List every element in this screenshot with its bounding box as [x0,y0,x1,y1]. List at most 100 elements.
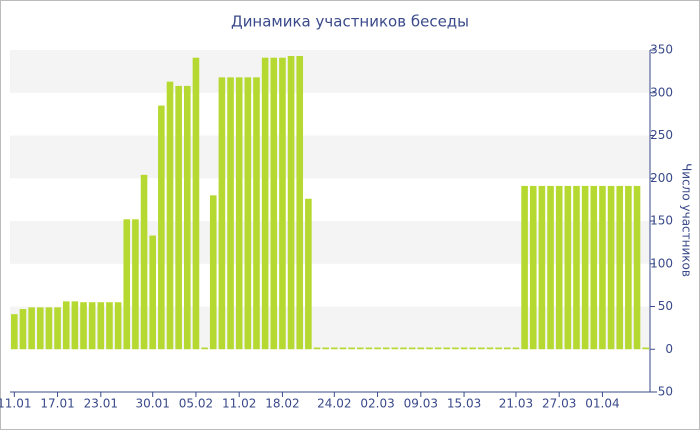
bar [374,347,381,350]
bar [339,347,347,350]
x-tick-label: 01.04 [585,397,619,411]
bar [11,314,18,350]
bar [503,347,511,350]
bar [158,105,165,350]
y-tick-label: 150 [650,214,673,228]
bar [322,347,329,350]
bar [201,347,208,350]
bar [253,77,260,350]
y-tick-label: 100 [650,256,673,270]
bar [478,347,485,350]
bar [633,185,641,350]
bar [469,347,477,350]
grid-band [10,306,650,350]
bar [183,85,191,350]
bar [607,185,615,350]
bar [132,219,139,350]
bar [408,347,416,350]
bar [590,185,598,350]
bar [123,219,131,350]
grid-band [10,50,650,93]
y-tick-label: 250 [650,128,673,142]
bar [365,347,373,350]
bar [521,185,528,350]
bar [80,302,87,350]
bar [45,307,53,350]
y-tick-label: 350 [650,43,673,57]
bar [443,347,451,350]
bar [71,301,79,350]
bar [313,347,321,350]
chart-title: Динамика участников беседы [231,13,469,31]
bar [149,235,157,350]
x-tick-label: 24.02 [317,397,351,411]
grid-band [10,221,650,264]
bar [192,57,200,350]
bar [495,347,502,350]
x-tick-label: 02.03 [360,397,394,411]
x-tick-label: 21.03 [499,397,533,411]
bar [88,302,96,350]
bar [28,307,35,350]
bar [555,185,563,350]
bar [235,77,243,350]
y-tick-label: 0 [665,342,673,356]
bar [348,347,355,350]
grid-band [10,135,650,179]
bar [227,77,234,350]
bar [287,55,295,350]
bar [426,347,433,350]
bar [114,302,122,350]
bar [244,77,252,350]
bar [36,307,44,350]
bar [417,347,425,350]
bar [452,347,459,350]
bar [564,185,572,350]
x-tick-label: 11.01 [0,397,32,411]
x-tick-label: 15.03 [447,397,481,411]
y-axis-title: Число участников [680,163,694,277]
bar [218,77,226,350]
bar [599,185,606,350]
y-tick-label: 300 [650,85,673,99]
bar [642,347,649,350]
bar [19,309,27,350]
bar [434,347,442,350]
bar [261,57,269,350]
bar [106,302,113,350]
bar [616,185,624,350]
bar [581,185,589,350]
x-tick-label: 17.01 [40,397,74,411]
bar [97,302,105,350]
bar [460,347,468,350]
bar [400,347,407,350]
bar [356,347,364,350]
x-tick-label: 18.02 [265,397,299,411]
bar [331,347,338,350]
bar [538,185,546,350]
x-tick-label: 30.01 [136,397,170,411]
bar [62,301,70,350]
x-tick-label: 09.03 [404,397,438,411]
bar [305,198,312,350]
bar [54,307,61,350]
bar [391,347,399,350]
x-tick-label: 27.03 [542,397,576,411]
bar [270,57,278,350]
y-tick-label: 200 [650,171,673,185]
bar [279,57,286,350]
bar [486,347,494,350]
x-tick-label: 11.02 [222,397,256,411]
bar [382,347,390,350]
x-tick-label: 05.02 [179,397,213,411]
y-tick-label: 50 [658,299,673,313]
bar [573,185,580,350]
bar [140,174,148,350]
bar [529,185,537,350]
bar [166,81,174,350]
bar [209,195,217,350]
bar [547,185,554,350]
x-tick-label: 23.01 [84,397,118,411]
bar [175,85,182,350]
